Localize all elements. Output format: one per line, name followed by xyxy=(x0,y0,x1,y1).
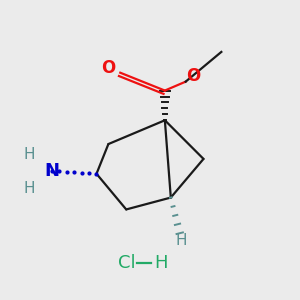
Text: H: H xyxy=(154,254,168,272)
Text: H: H xyxy=(24,181,35,196)
Text: H: H xyxy=(176,233,187,248)
Text: H: H xyxy=(24,147,35,162)
Text: O: O xyxy=(101,59,116,77)
Text: N: N xyxy=(44,162,59,180)
Text: O: O xyxy=(186,67,200,85)
Text: Cl: Cl xyxy=(118,254,135,272)
